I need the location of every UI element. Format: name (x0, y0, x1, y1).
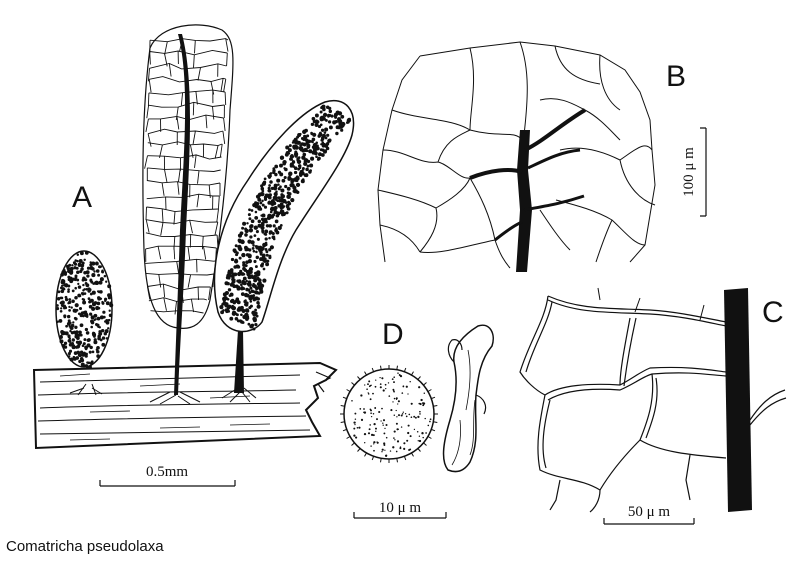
scale-label-d: 10 μ m (379, 500, 422, 516)
panel-b-letter: B (666, 60, 686, 93)
scale-bar-a: 0.5mm (99, 464, 236, 487)
panel-d-letter: D (382, 318, 404, 351)
spore-dots-curved (219, 104, 352, 331)
scale-label-b: 100 μ m (681, 147, 697, 197)
panel-d: D 10 μ m (340, 318, 494, 519)
figure-caption: Comatricha pseudolaxa (6, 538, 164, 555)
scale-label-a: 0.5mm (146, 464, 188, 480)
sporangium-capillitium (142, 24, 234, 405)
panel-c-letter: C (762, 296, 784, 329)
panel-c: C 50 μ m (519, 287, 787, 525)
spore (340, 365, 438, 463)
scale-label-c: 50 μ m (628, 504, 671, 520)
sporangium-small (55, 250, 114, 396)
scale-bar-b: 100 μ m (681, 127, 707, 217)
panel-a: A (32, 24, 355, 487)
scale-bar-d: 10 μ m (353, 500, 447, 519)
panel-b: B 100 μ m (377, 41, 707, 272)
capillitial-thread (442, 324, 494, 473)
sporangium-curved (213, 99, 355, 403)
capillitium-detail-c (519, 287, 787, 513)
log-substrate (32, 361, 338, 450)
spore-ornamentation (340, 365, 438, 463)
panel-a-letter: A (72, 181, 92, 214)
scale-bar-c: 50 μ m (603, 504, 695, 525)
capillitium-detail-b (377, 41, 656, 272)
spore-dots-small (56, 251, 114, 368)
